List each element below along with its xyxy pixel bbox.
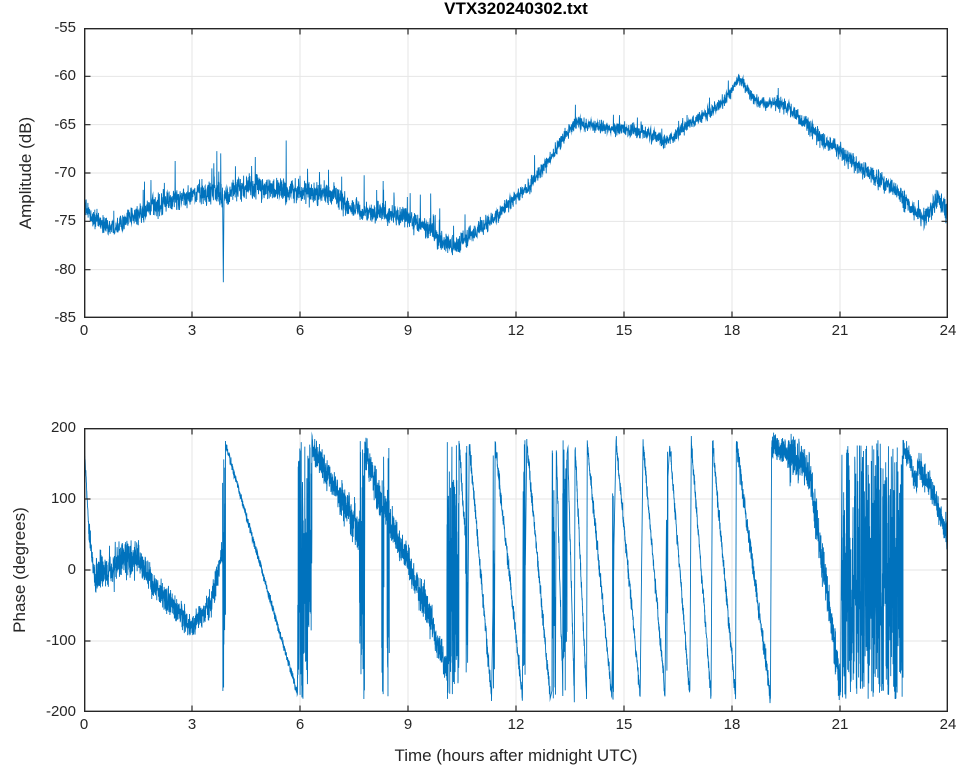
x-tick-label: 0 (79, 322, 89, 339)
amplitude-plot (84, 28, 948, 318)
x-tick-label: 24 (939, 322, 957, 339)
x-tick-label: 3 (187, 322, 197, 339)
x-tick-label: 15 (615, 322, 633, 339)
y-tick-label: 200 (50, 419, 76, 436)
y-tick-label: -60 (54, 67, 76, 85)
y-tick-label: 0 (67, 561, 76, 578)
phase-plot (84, 428, 948, 712)
y-tick-label: -80 (54, 260, 76, 278)
x-tick-label: 0 (79, 716, 89, 733)
y-tick-label: -100 (45, 632, 76, 649)
y-tick-label: -70 (54, 164, 76, 181)
x-tick-label: 21 (831, 322, 849, 339)
x-tick-label: 9 (403, 716, 413, 733)
x-tick-label: 24 (939, 716, 957, 733)
x-tick-label: 15 (615, 716, 633, 733)
x-tick-label: 9 (403, 322, 413, 339)
y-tick-label: -200 (45, 703, 76, 720)
y-tick-label: 100 (50, 490, 76, 507)
x-tick-label: 18 (723, 322, 741, 339)
y-tick-label: -75 (54, 212, 76, 230)
x-tick-label: 12 (507, 322, 525, 339)
x-tick-label: 21 (831, 716, 849, 733)
y-tick-label: -65 (54, 115, 76, 133)
x-tick-label: 6 (295, 716, 305, 733)
x-tick-label: 6 (295, 322, 305, 339)
x-tick-label: 3 (187, 716, 197, 733)
x-axis-label: Time (hours after midnight UTC) (394, 746, 638, 765)
x-tick-label: 18 (723, 716, 741, 733)
x-tick-label: 12 (507, 716, 525, 733)
figure-title: VTX320240302.txt (444, 0, 588, 18)
y-tick-label: -55 (54, 19, 76, 36)
y-tick-label: -85 (54, 309, 76, 326)
